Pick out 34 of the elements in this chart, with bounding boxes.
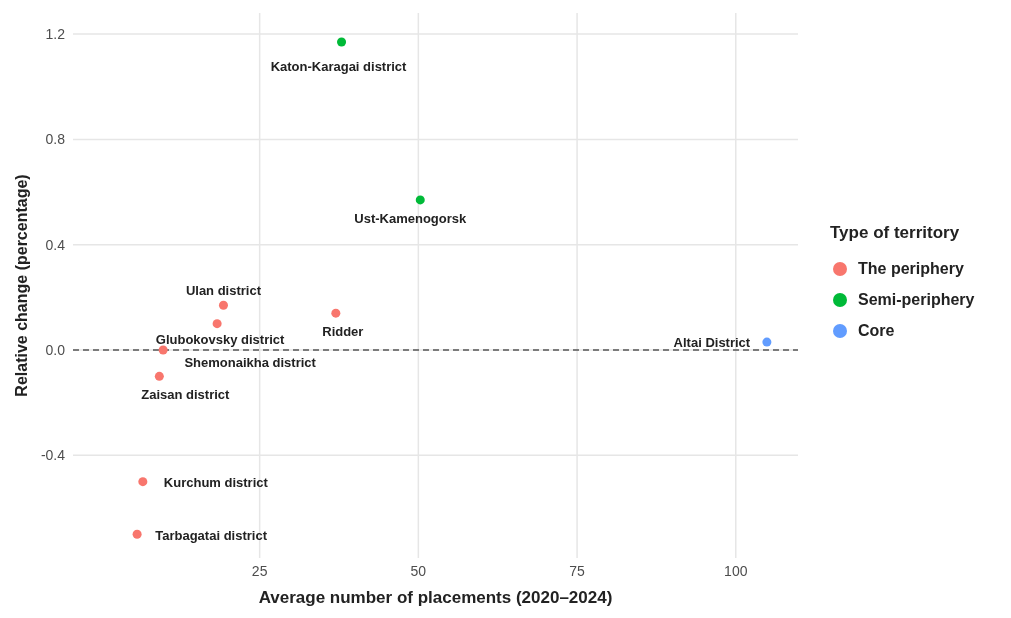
annotation: Ridder	[322, 323, 364, 339]
annotation: Katon-Karagai district	[270, 58, 407, 74]
y-axis-title: Relative change (percentage)	[12, 174, 30, 397]
legend-label: Core	[858, 321, 895, 340]
x-tick-label: 25	[251, 562, 268, 579]
point	[154, 371, 164, 381]
x-tick-label: 100	[724, 562, 748, 579]
legend-title: Type of territory	[830, 223, 961, 243]
point	[218, 300, 228, 310]
legend-label: The periphery	[858, 259, 964, 278]
x-tick-label: 50	[410, 562, 427, 579]
y-tick-label: 1.2	[45, 26, 66, 43]
point	[132, 529, 142, 539]
y-tick-label: 0.0	[45, 341, 66, 358]
y-tick-label: -0.4	[40, 447, 66, 464]
annotation: Altai District	[673, 334, 751, 350]
annotation: Tarbagatai district	[155, 527, 267, 543]
x-tick-label: 75	[569, 562, 586, 579]
point	[337, 37, 347, 47]
annotation: Zaisan district	[141, 386, 230, 402]
point	[415, 195, 425, 205]
x-axis-title: Average number of placements (2020–2024)	[258, 588, 613, 607]
annotation: Kurchum district	[163, 474, 268, 490]
point	[331, 308, 341, 318]
annotation: Glubokovsky district	[155, 331, 285, 347]
y-tick-label: 0.8	[45, 131, 66, 148]
legend-label: Semi-periphery	[858, 290, 975, 309]
y-tick-label: 0.4	[45, 236, 66, 253]
point	[138, 477, 148, 487]
annotation: Ulan district	[185, 282, 262, 298]
annotation: Shemonaikha district	[184, 354, 316, 370]
point	[212, 319, 222, 329]
point	[762, 337, 772, 347]
annotation: Ust-Kamenogorsk	[354, 210, 467, 226]
